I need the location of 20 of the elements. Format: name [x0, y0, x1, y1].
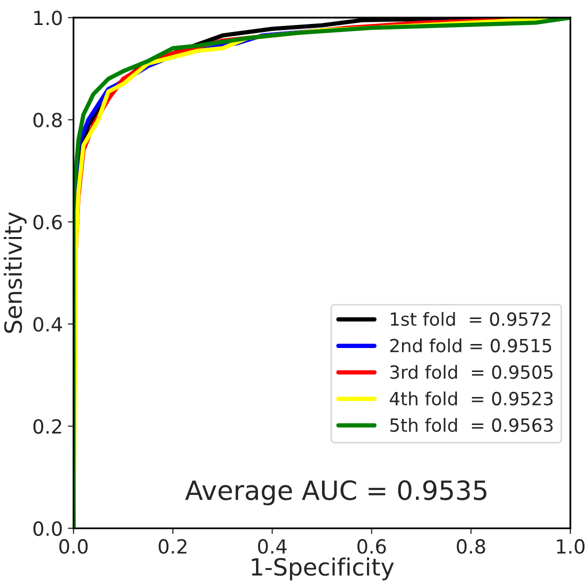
annotation: Average AUC = 0.9535 [185, 480, 486, 506]
legend-label: 4th fold = 0.9523 [390, 391, 553, 406]
x-tick-label: 0.4 [258, 539, 287, 554]
y-tick-label: 0.8 [33, 112, 62, 128]
legend-label: 5th fold = 0.9563 [390, 418, 553, 432]
y-tick-label: 1.0 [34, 10, 62, 26]
y-tick-label: 0.0 [33, 521, 62, 536]
y-tick-label: 0.6 [33, 214, 62, 230]
y-tick-label: 0.4 [33, 316, 62, 332]
legend-label: 1st fold = 0.9572 [390, 312, 550, 326]
x-tick-label: 0.8 [456, 539, 486, 554]
y-tick-label: 0.2 [33, 419, 62, 434]
legend-label: 3rd fold = 0.9505 [390, 364, 553, 379]
x-tick-label: 0.0 [59, 539, 88, 554]
legend-label: 2nd fold = 0.9515 [390, 338, 552, 352]
x-tick-label: 0.6 [357, 539, 386, 554]
x-axis-title: 1-Specificity [252, 558, 394, 580]
x-tick-label: 1.0 [557, 539, 585, 554]
y-axis-title: Sensitivity [4, 212, 27, 333]
x-tick-label: 0.2 [158, 539, 186, 554]
